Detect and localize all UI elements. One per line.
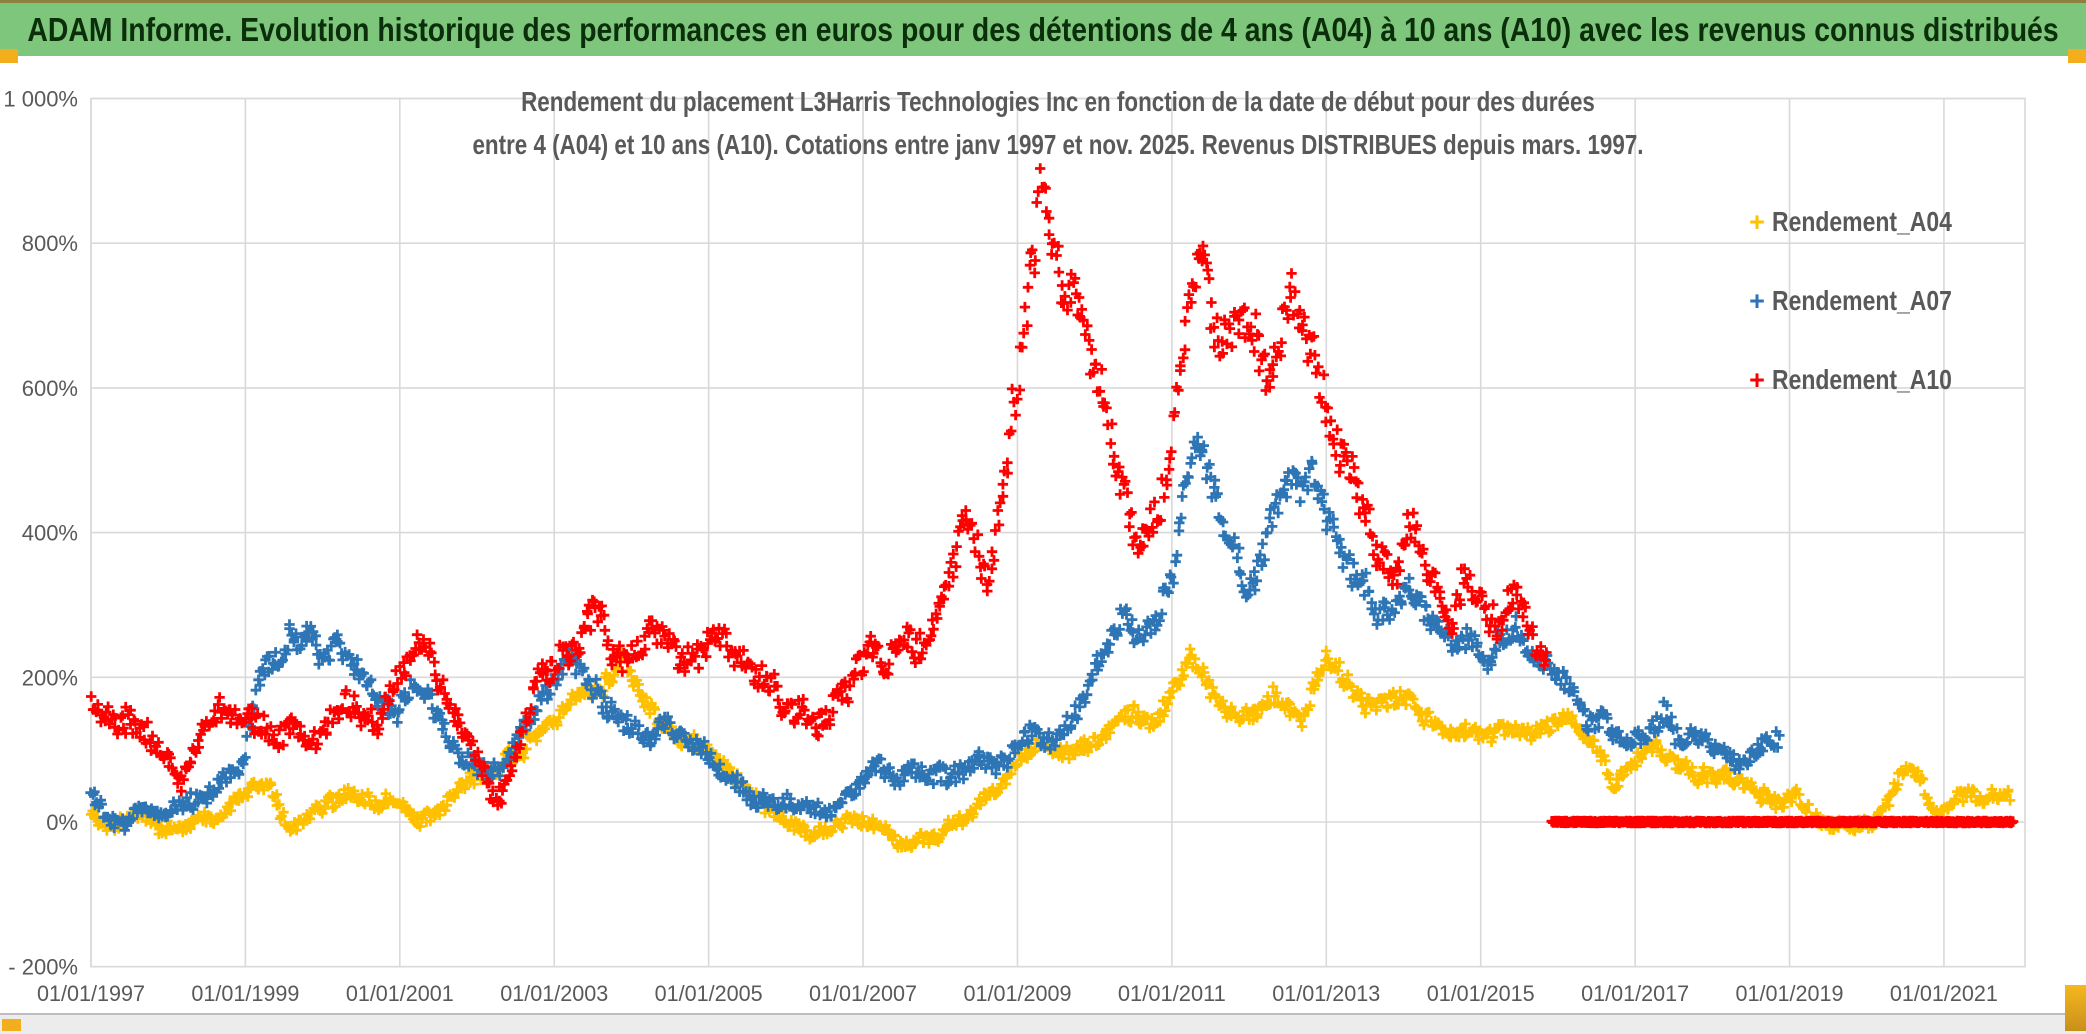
y-axis-labels: 1 000% 800% 600% 400% 200% 0% - 200% [3, 87, 78, 980]
legend-item-label: Rendement_A10 [1772, 364, 1952, 395]
y-axis-label: 200% [22, 665, 78, 690]
x-axis-label: 01/01/2021 [1890, 981, 1998, 1006]
gridlines [90, 97, 2025, 968]
legend-item-rendement_a07[interactable]: + Rendement_A07 [1742, 277, 1991, 325]
x-axis-label: 01/01/2005 [655, 981, 763, 1006]
x-axis-label: 01/01/2011 [1118, 981, 1226, 1006]
legend-plus-marker-icon: + [1749, 365, 1765, 395]
chart-area: 1 000% 800% 600% 400% 200% 0% - 200% 01/01/1997… [0, 56, 2086, 1013]
x-axis-label: 01/01/2007 [809, 981, 917, 1006]
scatter-series-rendement_a07 [85, 431, 1785, 836]
frame-bottom-strip [0, 1013, 2086, 1034]
frame-accent-bottom-left [2, 1019, 21, 1031]
frame-accent-top-right [2068, 49, 2086, 63]
legend: + Rendement_A04 + Rendement_A07 + Rendement_A… [1742, 198, 1991, 435]
legend-item-rendement_a10[interactable]: + Rendement_A10 [1742, 356, 1991, 404]
x-axis-label: 01/01/2015 [1427, 981, 1535, 1006]
y-axis-label: 1 000% [3, 87, 78, 112]
y-axis-label: - 200% [8, 955, 78, 980]
x-axis-label: 01/01/2013 [1272, 981, 1380, 1006]
legend-item-label: Rendement_A04 [1772, 206, 1952, 237]
frame-top-edge [0, 0, 2086, 3]
x-axis-label: 01/01/1997 [37, 981, 145, 1006]
title-bar: ADAM Informe. Evolution historique des p… [0, 3, 2086, 56]
x-axis-labels: 01/01/1997 01/01/1999 01/01/2001 01/01/2003… [37, 981, 1998, 1006]
x-axis-label: 01/01/2003 [500, 981, 608, 1006]
legend-item-label: Rendement_A07 [1772, 285, 1952, 316]
x-axis-label: 01/01/2017 [1581, 981, 1689, 1006]
legend-item-rendement_a04[interactable]: + Rendement_A04 [1742, 198, 1991, 246]
legend-plus-marker-icon: + [1749, 207, 1765, 237]
y-axis-label: 800% [22, 231, 78, 256]
legend-plus-marker-icon: + [1749, 286, 1765, 316]
y-axis-label: 600% [22, 376, 78, 401]
frame-accent-bottom-right [2065, 985, 2086, 1031]
y-axis-label: 0% [46, 810, 78, 835]
chart-title-line1: Rendement du placement L3Harris Technolo… [521, 86, 1595, 117]
plot-border [90, 97, 2026, 968]
x-axis-label: 01/01/2009 [963, 981, 1071, 1006]
x-axis-label: 01/01/2001 [346, 981, 454, 1006]
x-axis-label: 01/01/1999 [191, 981, 299, 1006]
page-title: ADAM Informe. Evolution historique des p… [27, 10, 2059, 48]
y-axis-label: 400% [22, 521, 78, 546]
chart-title: Rendement du placement L3Harris Technolo… [91, 80, 2025, 166]
scatter-series-rendement_a10 [86, 163, 2019, 829]
x-axis-label: 01/01/2019 [1736, 981, 1844, 1006]
chart-title-line2: entre 4 (A04) et 10 ans (A10). Cotations… [472, 129, 1644, 160]
performance-chart: 1 000% 800% 600% 400% 200% 0% - 200%01/01/1997… [3, 87, 2026, 1006]
frame-accent-top-left [0, 49, 18, 63]
